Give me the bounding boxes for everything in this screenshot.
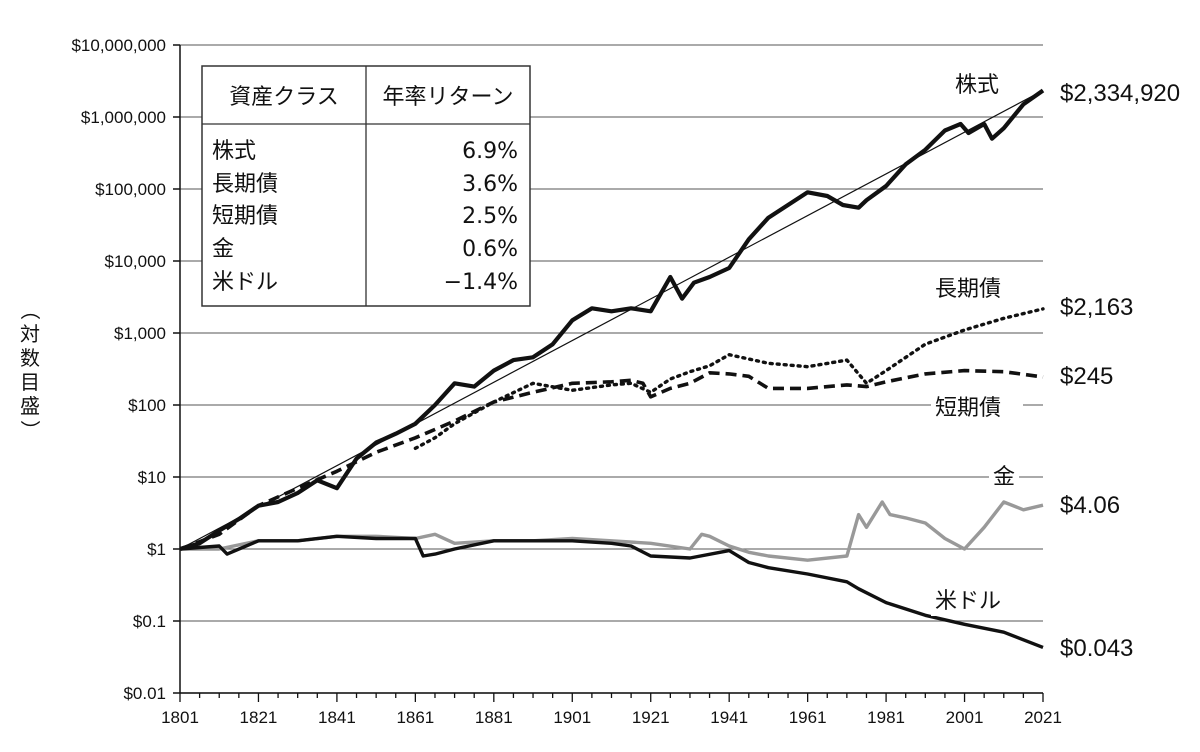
series-line-1	[413, 307, 1045, 450]
y-tick-label: $0.01	[123, 684, 166, 703]
y-tick-label: $1	[147, 540, 166, 559]
series-name-label: 米ドル	[935, 589, 1001, 614]
y-axis-label-char: 目	[20, 370, 40, 394]
x-tick-label: 1861	[396, 708, 434, 727]
y-axis-label-char: （	[18, 300, 42, 320]
x-axis-ticks: 1801 1821 1841 1861 1881 1901 1921 1941 1961 1981…	[161, 693, 1062, 727]
table-asset-cell: 米ドル	[212, 270, 278, 295]
x-tick-label: 2021	[1024, 708, 1062, 727]
series-name-label: 短期債	[935, 396, 1001, 421]
x-tick-label: 1901	[553, 708, 591, 727]
series-labels: $2,334,920 $2,163 $245 $4.06 $0.043 株式長期債短期債金…	[931, 70, 1180, 662]
table-asset-cell: 短期債	[212, 204, 278, 229]
table-return-cell: 6.9%	[462, 139, 518, 164]
y-axis-ticks: $0.01 $0.1 $1 $10 $100 $1,000 $10,000 $100,000 $…	[71, 36, 180, 703]
x-tick-label: 1961	[789, 708, 827, 727]
y-axis-label-char: 対	[20, 322, 40, 346]
y-axis-label-char: 数	[20, 346, 40, 370]
y-tick-label: $100,000	[95, 180, 166, 199]
end-value-label: $2,334,920	[1060, 80, 1180, 107]
end-value-label: $245	[1060, 363, 1113, 390]
y-tick-label: $10	[138, 468, 166, 487]
series-name-label: 株式	[955, 73, 999, 98]
series-name-label: 金	[993, 465, 1015, 490]
series-line-3	[180, 500, 1044, 562]
y-tick-label: $100	[128, 396, 166, 415]
series-line-2	[179, 368, 1044, 551]
x-tick-label: 1941	[710, 708, 748, 727]
x-tick-label: 1801	[161, 708, 199, 727]
gridlines	[179, 44, 1043, 694]
table-asset-cell: 金	[212, 237, 234, 262]
x-tick-label: 1881	[475, 708, 513, 727]
end-value-label: $4.06	[1060, 492, 1120, 519]
y-axis-label-char: ）	[18, 420, 42, 440]
y-tick-label: $10,000,000	[71, 36, 166, 55]
table-return-cell: 0.6%	[462, 237, 518, 262]
y-tick-label: $0.1	[133, 612, 166, 631]
table-asset-cell: 株式	[212, 139, 256, 164]
table-asset-cell: 長期債	[212, 172, 278, 197]
label-backdrop	[931, 274, 1023, 304]
table-header: 年率リターン	[383, 85, 514, 110]
series-line-4	[179, 534, 1044, 649]
table-return-cell: 3.6%	[462, 172, 518, 197]
label-backdrop	[951, 70, 1021, 100]
table-header: 資産クラス	[229, 85, 339, 110]
y-tick-label: $1,000	[114, 324, 166, 343]
label-backdrop	[989, 462, 1019, 492]
series-name-label: 長期債	[935, 277, 1001, 302]
y-tick-label: $10,000	[105, 252, 166, 271]
table-return-cell: −1.4%	[444, 270, 518, 295]
label-backdrop	[931, 586, 1023, 616]
label-backdrop	[931, 393, 1023, 423]
trend-line	[179, 89, 1044, 550]
series-line-0	[179, 88, 1045, 552]
x-tick-label: 1921	[632, 708, 670, 727]
y-axis-label-char: 盛	[20, 394, 40, 418]
x-tick-label: 1841	[318, 708, 356, 727]
x-tick-label: 1981	[867, 708, 905, 727]
table-return-cell: 2.5%	[462, 204, 518, 229]
x-tick-label: 2001	[946, 708, 984, 727]
x-tick-label: 1821	[240, 708, 278, 727]
series-lines	[179, 88, 1045, 649]
end-value-label: $0.043	[1060, 635, 1133, 662]
y-tick-label: $1,000,000	[81, 108, 166, 127]
end-value-label: $2,163	[1060, 294, 1133, 321]
